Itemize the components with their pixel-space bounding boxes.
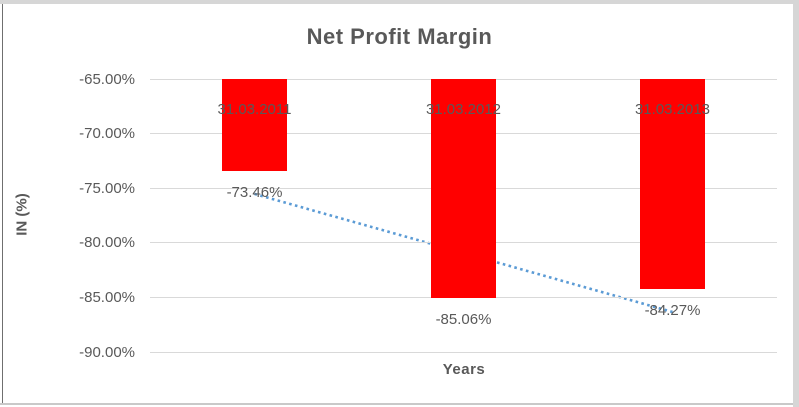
sheet-surround-top bbox=[0, 0, 799, 4]
y-tick-label: -65.00% bbox=[79, 70, 135, 88]
y-tick-label: -70.00% bbox=[79, 125, 135, 143]
chart-left-border bbox=[2, 4, 3, 403]
y-tick-label: -80.00% bbox=[79, 234, 135, 252]
bar-31.03.2013[interactable] bbox=[640, 79, 705, 290]
category-label: 31.03.2013 bbox=[634, 101, 711, 118]
y-tick-label: -85.00% bbox=[79, 288, 135, 306]
sheet-surround-right bbox=[793, 0, 799, 407]
data-label: -84.27% bbox=[644, 302, 701, 320]
chart-title[interactable]: Net Profit Margin bbox=[306, 24, 493, 49]
category-label: 31.03.2012 bbox=[425, 101, 502, 118]
category-label: 31.03.2011 bbox=[217, 101, 292, 118]
y-axis-title[interactable]: IN (%) bbox=[13, 193, 31, 236]
y-tick-label: -90.00% bbox=[79, 343, 135, 361]
data-label: -85.06% bbox=[435, 311, 492, 329]
gridline bbox=[150, 351, 777, 353]
y-tick-label: -75.00% bbox=[79, 179, 135, 197]
bar-31.03.2011[interactable] bbox=[222, 79, 287, 172]
x-axis-title[interactable]: Years bbox=[442, 361, 486, 378]
data-label: -73.46% bbox=[226, 184, 283, 202]
bar-31.03.2012[interactable] bbox=[431, 79, 496, 299]
chart-bottom-border bbox=[0, 403, 793, 405]
